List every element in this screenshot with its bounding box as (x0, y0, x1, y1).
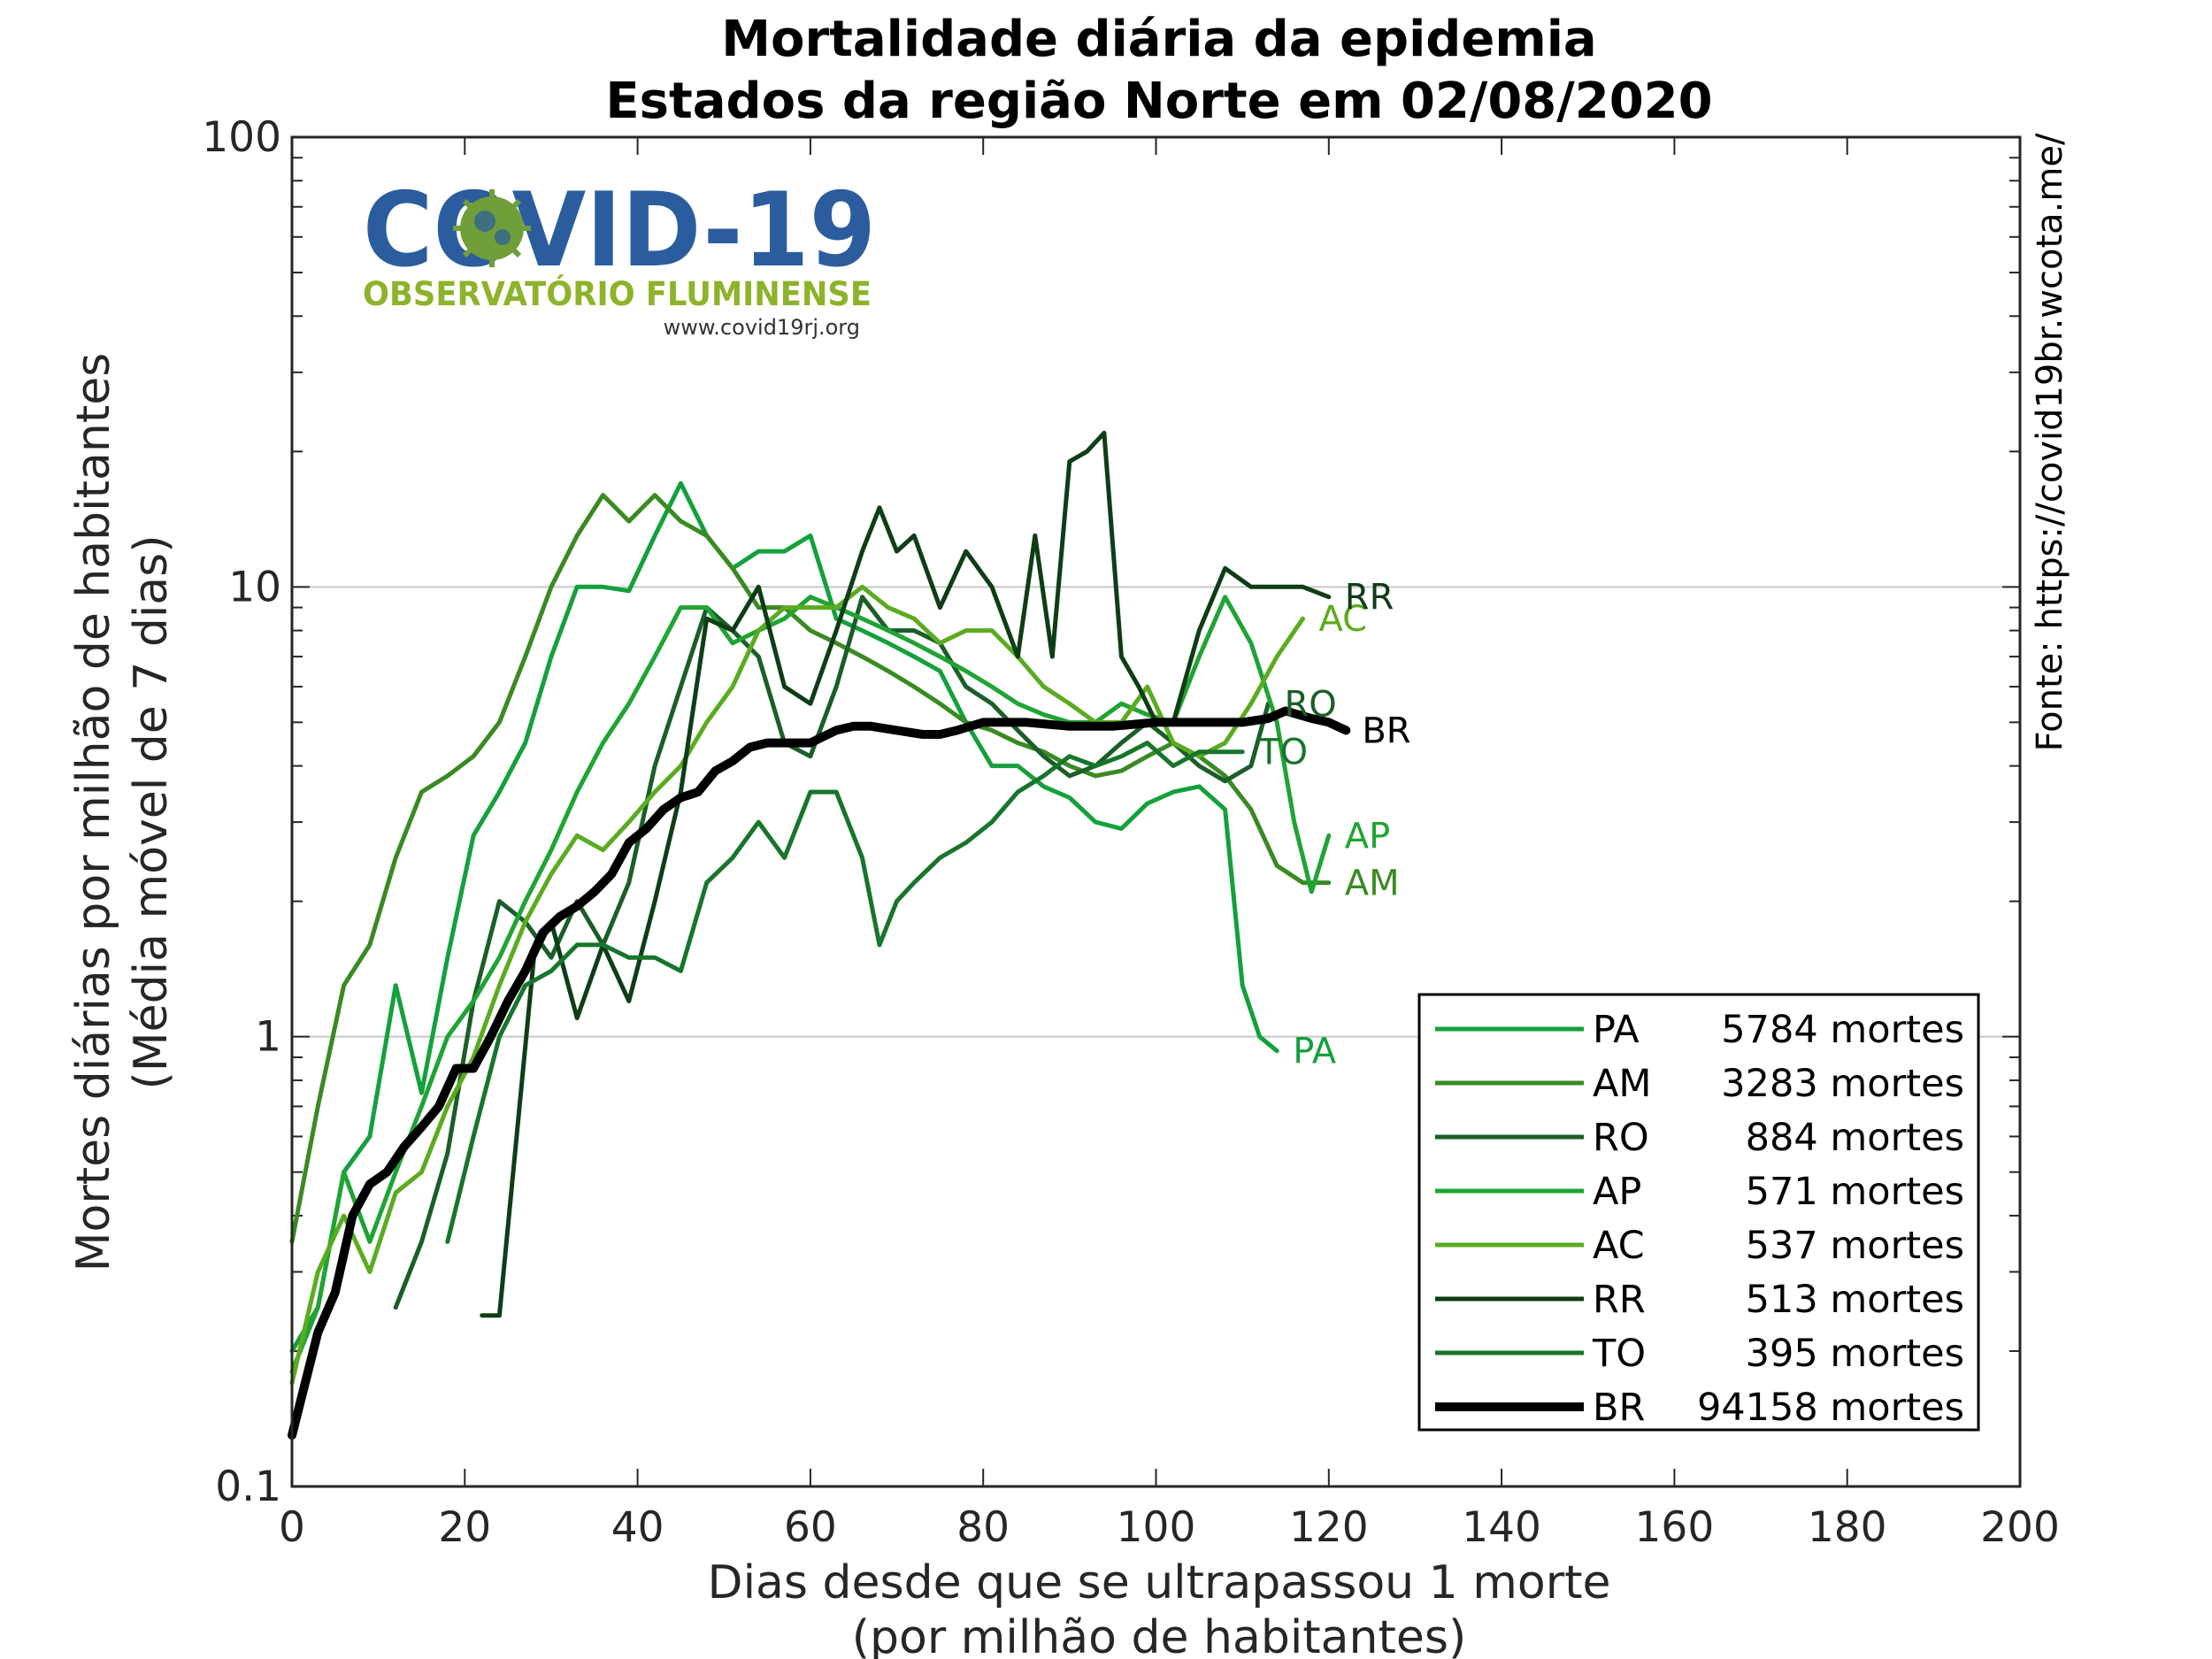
legend-count: 513 mortes (1746, 1278, 1964, 1322)
x-tick-label: 180 (1808, 1503, 1887, 1552)
series-line-ap (289, 595, 1332, 1374)
axes-frame (290, 135, 2022, 1488)
end-label-ac: AC (1319, 599, 1368, 640)
virus-icon (453, 189, 531, 267)
y-tick-label: 0.1 (215, 1463, 281, 1511)
x-tick-label: 20 (438, 1503, 491, 1552)
legend-name: RR (1593, 1278, 1646, 1322)
series-line-ac (289, 584, 1305, 1386)
legend-name: PA (1593, 1008, 1640, 1052)
y-tick-label: 100 (202, 113, 281, 162)
logo-url: www.covid19rj.org (664, 315, 860, 340)
x-tick-label: 80 (956, 1503, 1010, 1552)
legend-name: TO (1592, 1332, 1646, 1376)
end-label-ap: AP (1345, 816, 1390, 856)
logo-title: COVID-19 (363, 171, 876, 290)
y-tick-label: 10 (228, 563, 281, 611)
series-line-ro (393, 595, 1271, 1310)
legend-name: BR (1593, 1386, 1645, 1430)
legend-count: 571 mortes (1746, 1170, 1964, 1214)
legend-name: AM (1593, 1062, 1652, 1106)
x-tick-label: 60 (784, 1503, 837, 1552)
x-tick-label: 0 (279, 1503, 305, 1552)
end-label-pa: PA (1293, 1032, 1337, 1072)
legend-name: RO (1593, 1116, 1649, 1160)
series-line-to (445, 741, 1245, 1244)
legend-count: 94158 mortes (1697, 1386, 1964, 1430)
y-axis-label-line-1: Mortes diárias por milhão de habitantes (67, 353, 120, 1272)
series-group (288, 430, 1351, 1440)
legend-count: 395 mortes (1746, 1332, 1964, 1376)
legend-count: 884 mortes (1746, 1116, 1964, 1160)
x-tick-label: 100 (1117, 1503, 1196, 1552)
x-tick-label: 120 (1289, 1503, 1369, 1552)
end-label-am: AM (1345, 864, 1400, 904)
y-axis-label-line-2: (Média móvel de 7 dias) (125, 534, 178, 1089)
legend-count: 5784 mortes (1721, 1008, 1964, 1052)
chart-title-line-2: Estados da região Norte em 02/08/2020 (605, 73, 1712, 130)
x-tick-label: 140 (1462, 1503, 1541, 1552)
chart-title-line-1: Mortalidade diária da epidemia (721, 11, 1596, 68)
legend-box (1417, 993, 1980, 1432)
x-axis-label-line-1: Dias desde que se ultrapassou 1 morte (708, 1556, 1611, 1609)
end-label-br: BR (1362, 710, 1410, 751)
series-line-pa (289, 480, 1279, 1354)
end-label-rr: RR (1345, 578, 1394, 618)
end-label-ro: RO (1284, 684, 1336, 725)
series-line-br (288, 706, 1351, 1440)
x-axis-label-line-2: (por milhão de habitantes) (852, 1611, 1467, 1659)
source-note: Fonte: https://covid19br.wcota.me/ (2030, 133, 2070, 751)
legend-name: AC (1593, 1224, 1645, 1268)
y-tick-label: 1 (255, 1013, 281, 1062)
covid19-logo: COVID-19 OBSERVATÓRIO FLUMINENSE www.cov… (363, 171, 876, 340)
logo-subtitle: OBSERVATÓRIO FLUMINENSE (363, 274, 872, 313)
legend-count: 537 mortes (1746, 1224, 1964, 1268)
x-tick-label: 200 (1980, 1503, 2060, 1552)
legend-count: 3283 mortes (1721, 1062, 1964, 1106)
legend: PA 5784 mortes AM 3283 mortes RO 884 mortes AP… (1417, 993, 1980, 1432)
legend-name: AP (1593, 1170, 1641, 1214)
x-tick-label: 40 (611, 1503, 664, 1552)
axes-box (290, 135, 2022, 1488)
end-label-to: TO (1257, 733, 1308, 773)
x-tick-label: 160 (1635, 1503, 1715, 1552)
y-ticks: 0.1 1 10 100 (202, 113, 2020, 1511)
x-ticks: 0 20 40 60 80 100 120 140 160 180 200 (279, 137, 2060, 1552)
